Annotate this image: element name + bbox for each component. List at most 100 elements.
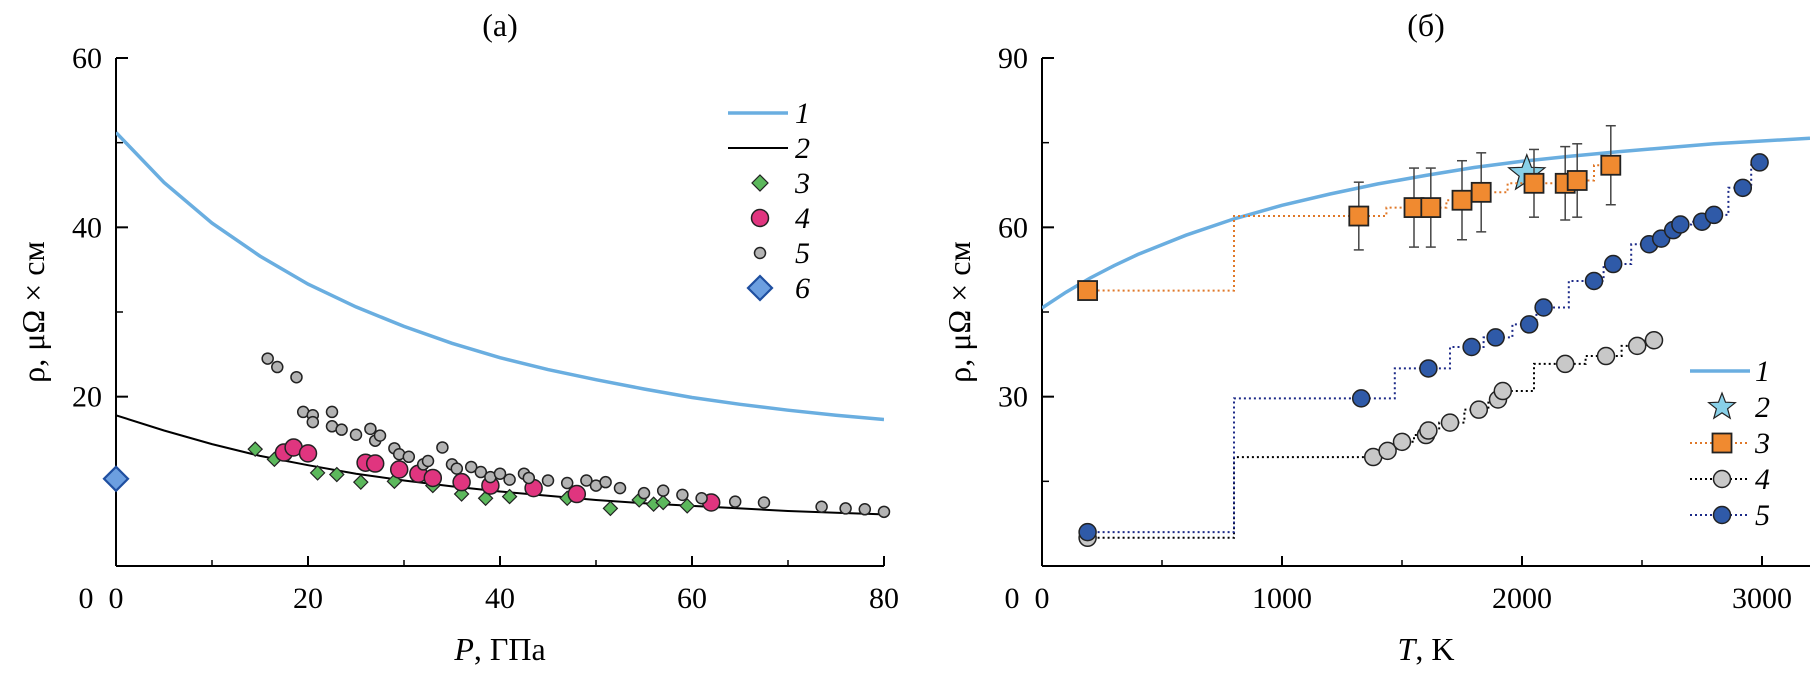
point-3 [655,494,672,511]
legend-label-5: 5 [1755,499,1770,532]
legend-marker-5 [1712,505,1732,525]
point-5 [1603,254,1623,274]
point-5 [335,423,348,436]
point-6 [102,465,130,493]
point-5 [1704,205,1724,225]
x-tick-label: 60 [677,582,707,615]
y-tick-label: 40 [72,211,102,244]
point-5 [436,441,449,454]
legend-marker-3 [751,174,769,192]
point-5 [1584,271,1604,291]
series-1 [116,131,884,422]
x-tick-label: 20 [293,582,323,615]
series-2 [116,414,884,516]
panel-label: (а) [482,7,518,43]
x-tick-label: 1000 [1252,582,1312,615]
point-3 [1451,189,1473,211]
point-5 [541,474,555,487]
panel-a: 0 20 40 60 80 0 20 40 60 (а) P, ГПа ρ, μΩ × см 12345… [15,7,899,667]
origin-label: 0 [79,582,94,615]
point-3 [309,465,326,481]
series-line-1 [116,131,884,422]
legend-label-3: 3 [1754,427,1770,460]
panel-b: 0 1000 2000 3000 0 30 60 90 (б) T, K ρ, μΩ × см 123… [941,7,1810,667]
point-4 [567,484,587,504]
point-5 [493,467,507,480]
point-5 [373,429,387,442]
point-3 [247,441,264,458]
point-4 [1469,400,1489,419]
point-5 [815,500,828,513]
point-5 [1534,298,1553,317]
legend-marker-4 [1712,469,1732,489]
point-4 [1493,381,1513,401]
y-tick-label: 90 [998,42,1028,75]
point-5 [599,475,612,489]
point-3 [1470,181,1492,203]
point-4 [423,468,443,488]
x-tick-label: 80 [869,582,899,615]
point-3 [501,488,518,505]
series-5 [261,352,891,519]
legend-marker-2 [1707,391,1737,420]
series-3 [1077,124,1622,301]
point-5 [637,486,651,500]
point-4 [1596,346,1616,366]
legend-marker-6 [746,274,774,302]
x-tick-label: 2000 [1492,582,1552,615]
point-3 [328,466,345,483]
point-4 [1644,330,1664,350]
point-5 [325,405,339,419]
point-5 [306,415,320,429]
legend-label-2: 2 [795,132,810,165]
y-axis-label: ρ, μΩ × см [941,241,977,382]
point-5 [1462,337,1481,357]
point-5 [1419,359,1438,378]
x-tick-label: 40 [485,582,515,615]
point-4 [1419,421,1438,440]
point-5 [271,360,284,374]
point-3 [453,486,470,502]
legend-label-2: 2 [1755,391,1770,424]
legend-label-4: 4 [1755,463,1770,496]
point-4 [1392,432,1412,452]
point-5 [1486,328,1505,347]
point-4 [452,472,471,492]
point-5 [522,471,536,485]
point-5 [877,505,891,519]
legend-marker-3 [1711,432,1733,454]
origin-label: 0 [1005,582,1020,615]
point-3 [1077,280,1098,301]
y-tick-label: 60 [998,211,1028,244]
legend-label-4: 4 [795,202,810,235]
point-5 [1351,389,1371,408]
point-5 [757,496,771,509]
point-5 [421,454,435,468]
point-5 [1078,522,1097,542]
y-tick-label: 60 [72,42,102,75]
point-5 [656,484,670,497]
point-5 [290,370,303,384]
point-5 [261,352,274,365]
point-5 [858,503,872,516]
legend-label-1: 1 [1755,355,1770,388]
point-4 [389,460,409,479]
series-4 [1078,330,1664,548]
point-3 [679,498,696,514]
panel-label: (б) [1407,7,1445,43]
point-5 [728,495,742,508]
point-4 [298,444,318,463]
point-5 [349,428,363,442]
point-5 [402,450,416,464]
series-1 [1042,136,1810,310]
point-5 [676,488,689,502]
y-axis-label: ρ, μΩ × см [15,241,51,382]
point-5 [503,473,516,486]
point-4 [365,454,385,473]
point-4 [1627,336,1647,356]
y-tick-label: 20 [72,381,102,414]
point-5 [580,474,593,487]
